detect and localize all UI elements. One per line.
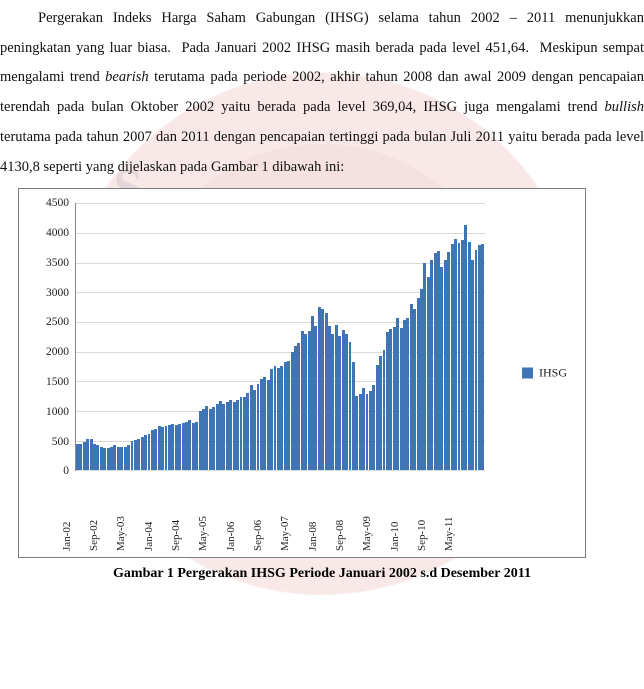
body-paragraph: Pergerakan Indeks Harga Saham Gabungan (…: [0, 0, 644, 182]
bar: [481, 244, 484, 471]
legend-swatch-icon: [522, 368, 533, 379]
figure-caption: Gambar 1 Pergerakan IHSG Periode Januari…: [0, 566, 644, 582]
plot-area: [75, 203, 485, 471]
page: UNIVERSITAS Pergerakan Indeks Harga Saha…: [0, 0, 644, 689]
x-axis-ticks: Jan-02Sep-02May-03Jan-04Sep-04May-05Jan-…: [75, 473, 485, 557]
ihsg-chart: 050010001500200025003000350040004500 Jan…: [18, 188, 586, 558]
legend: IHSG: [522, 366, 567, 381]
legend-label: IHSG: [539, 366, 567, 381]
y-axis-ticks: 050010001500200025003000350040004500: [19, 203, 73, 471]
bar-series: [76, 203, 485, 470]
